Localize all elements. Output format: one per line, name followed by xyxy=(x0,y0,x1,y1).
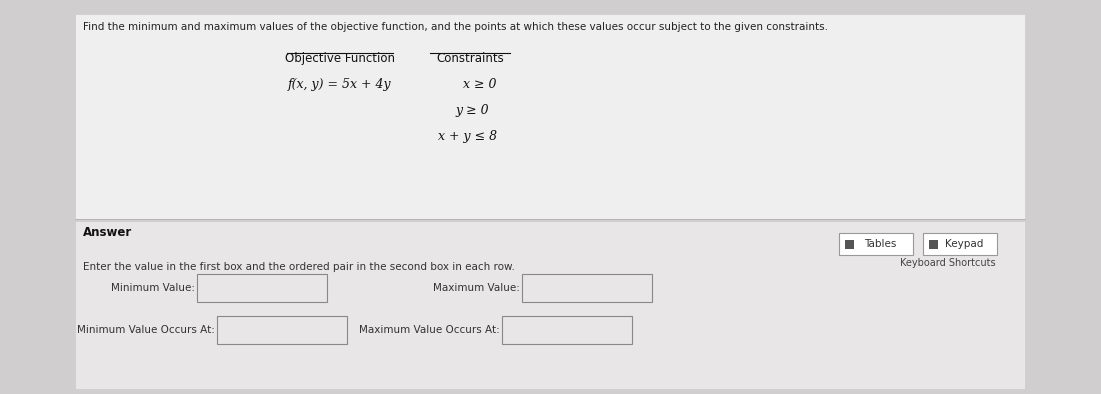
Text: f(x, y) = 5x + 4y: f(x, y) = 5x + 4y xyxy=(288,78,392,91)
Text: y ≥ 0: y ≥ 0 xyxy=(455,104,489,117)
Text: Find the minimum and maximum values of the objective function, and the points at: Find the minimum and maximum values of t… xyxy=(83,22,828,32)
Text: Keyboard Shortcuts: Keyboard Shortcuts xyxy=(901,258,996,268)
FancyBboxPatch shape xyxy=(839,233,913,255)
Text: Maximum Value:: Maximum Value: xyxy=(433,283,520,293)
FancyBboxPatch shape xyxy=(844,240,854,249)
FancyBboxPatch shape xyxy=(75,221,1025,389)
Text: x ≥ 0: x ≥ 0 xyxy=(464,78,497,91)
FancyBboxPatch shape xyxy=(929,240,938,249)
Text: Minimum Value:: Minimum Value: xyxy=(111,283,195,293)
Text: x + y ≤ 8: x + y ≤ 8 xyxy=(438,130,498,143)
Text: Answer: Answer xyxy=(83,226,132,239)
FancyBboxPatch shape xyxy=(502,316,632,344)
Text: Enter the value in the first box and the ordered pair in the second box in each : Enter the value in the first box and the… xyxy=(83,262,515,272)
FancyBboxPatch shape xyxy=(75,14,1025,219)
FancyBboxPatch shape xyxy=(197,274,327,302)
FancyBboxPatch shape xyxy=(217,316,347,344)
Text: Maximum Value Occurs At:: Maximum Value Occurs At: xyxy=(359,325,500,335)
Text: Minimum Value Occurs At:: Minimum Value Occurs At: xyxy=(77,325,215,335)
Text: Constraints: Constraints xyxy=(436,52,504,65)
FancyBboxPatch shape xyxy=(522,274,652,302)
Text: Objective Function: Objective Function xyxy=(285,52,395,65)
Text: Tables: Tables xyxy=(864,239,896,249)
Text: Keypad: Keypad xyxy=(945,239,983,249)
FancyBboxPatch shape xyxy=(923,233,998,255)
